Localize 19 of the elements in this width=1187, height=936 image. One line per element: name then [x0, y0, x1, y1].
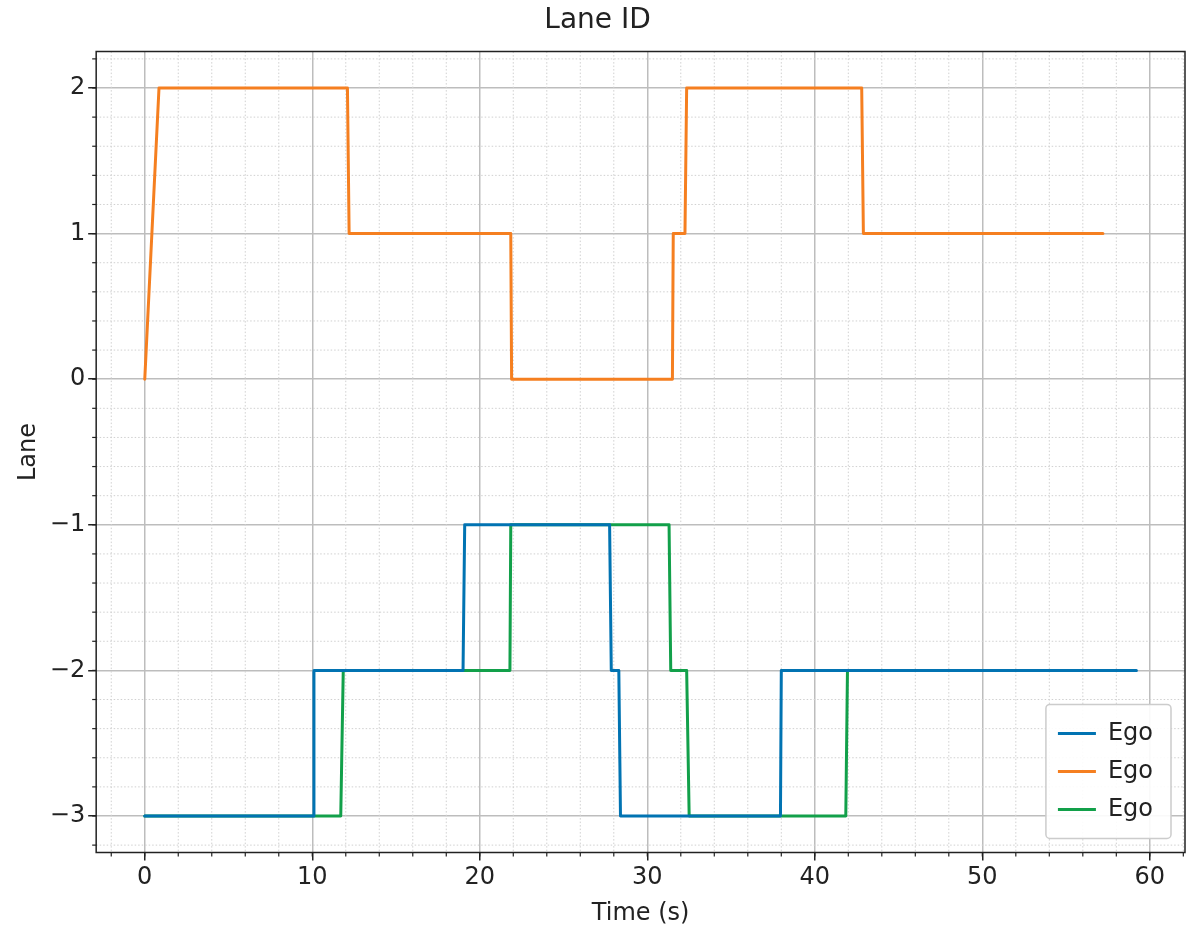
y-tick-label: −3	[49, 800, 86, 829]
y-axis-title: Lane	[12, 422, 41, 482]
y-tick-label: −1	[49, 509, 86, 538]
x-tick-label: 40	[799, 862, 831, 891]
x-tick-label: 30	[632, 862, 663, 891]
x-axis-title: Time (s)	[590, 897, 690, 926]
chart-title: Lane ID	[544, 2, 651, 36]
x-tick-label: 0	[137, 862, 153, 891]
y-tick-label: −2	[49, 654, 86, 683]
x-tick-label: 60	[1134, 862, 1166, 891]
x-tick-label: 10	[296, 862, 328, 891]
x-tick-label: 20	[464, 862, 496, 891]
legend-label: Ego	[1107, 793, 1154, 822]
y-tick-label: 1	[69, 217, 86, 246]
legend-label: Ego	[1107, 717, 1154, 746]
legend-label: Ego	[1107, 755, 1154, 784]
x-tick-label: 50	[967, 862, 998, 891]
y-tick-label: 2	[69, 72, 86, 101]
y-tick-label: 0	[69, 363, 86, 392]
